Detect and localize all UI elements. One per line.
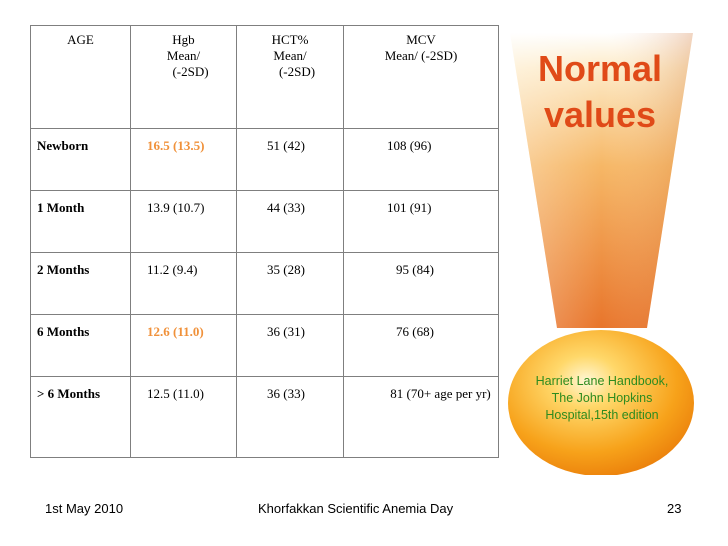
table-header-row: AGE Hgb Mean/ (-2SD) HCT% Mean/ (-2SD) M… [30,25,499,129]
header-hgb-line3: (-2SD) [172,64,209,79]
cell-mcv-1-month: 101 (91) [387,200,432,215]
normal-values-title-line1: Normal [537,48,663,89]
header-age: AGE [30,25,131,129]
table-row: 1 Month 13.9 (10.7) 44 (33) 101 (91) [30,190,499,253]
source-line2: The John Hopkins [551,391,653,405]
header-hct-line3: (-2SD) [278,64,316,79]
footer-event-name: Khorfakkan Scientific Anemia Day [258,501,454,516]
table-row: Newborn 16.5 (13.5) 51 (42) 108 (96) [30,128,499,191]
header-hgb-line2: Mean/ [166,48,201,63]
header-mcv: MCV Mean/ (-2SD) [343,25,499,129]
normal-values-title-line2: values [543,94,657,135]
normal-values-graphic: Normal values Harriet Lane Handbook, The… [505,25,700,475]
source-line1: Harriet Lane Handbook, [535,374,669,388]
cell-hgb-over-6-months: 12.5 (11.0) [147,386,204,401]
row-age-2-months: 2 Months [37,262,90,277]
table-row: > 6 Months 12.5 (11.0) 36 (33) 81 (70+ a… [30,376,499,458]
header-hgb-line1: Hgb [172,32,195,47]
cell-mcv-newborn: 108 (96) [387,138,432,153]
cell-mcv-6-months: 76 (68) [396,324,434,339]
header-mcv-line2: Mean/ (-2SD) [384,48,458,63]
footer-date: 1st May 2010 [45,501,124,516]
cell-hgb-6-months: 12.6 (11.0) [147,324,204,339]
exclamation-mark-icon [508,33,694,475]
row-age-newborn: Newborn [37,138,89,153]
cell-hct-6-months: 36 (31) [267,324,305,339]
source-line3: Hospital,15th edition [545,408,659,422]
cell-hgb-newborn: 16.5 (13.5) [147,138,205,153]
source-citation: Harriet Lane Handbook, The John Hopkins … [513,373,691,424]
cell-hct-over-6-months: 36 (33) [267,386,305,401]
hematology-table: AGE Hgb Mean/ (-2SD) HCT% Mean/ (-2SD) M… [30,25,499,458]
cell-mcv-over-6-months: 81 (70+ age per yr) [390,386,491,401]
cell-hct-2-months: 35 (28) [267,262,305,277]
slide-number: 23 [667,501,682,516]
header-hct-line2: Mean/ [273,48,307,63]
cell-mcv-2-months: 95 (84) [396,262,434,277]
header-hgb: Hgb Mean/ (-2SD) [130,25,237,129]
row-age-1-month: 1 Month [37,200,85,215]
row-age-6-months: 6 Months [37,324,90,339]
cell-hct-newborn: 51 (42) [267,138,305,153]
header-mcv-line1: MCV [406,32,436,47]
row-age-over-6-months: > 6 Months [37,386,101,401]
cell-hct-1-month: 44 (33) [267,200,305,215]
cell-hgb-1-month: 13.9 (10.7) [147,200,205,215]
header-hct: HCT% Mean/ (-2SD) [236,25,344,129]
table-row: 2 Months 11.2 (9.4) 35 (28) 95 (84) [30,252,499,315]
table-row: 6 Months 12.6 (11.0) 36 (31) 76 (68) [30,314,499,377]
cell-hgb-2-months: 11.2 (9.4) [147,262,198,277]
header-age-label: AGE [67,32,94,47]
header-hct-line1: HCT% [271,32,309,47]
